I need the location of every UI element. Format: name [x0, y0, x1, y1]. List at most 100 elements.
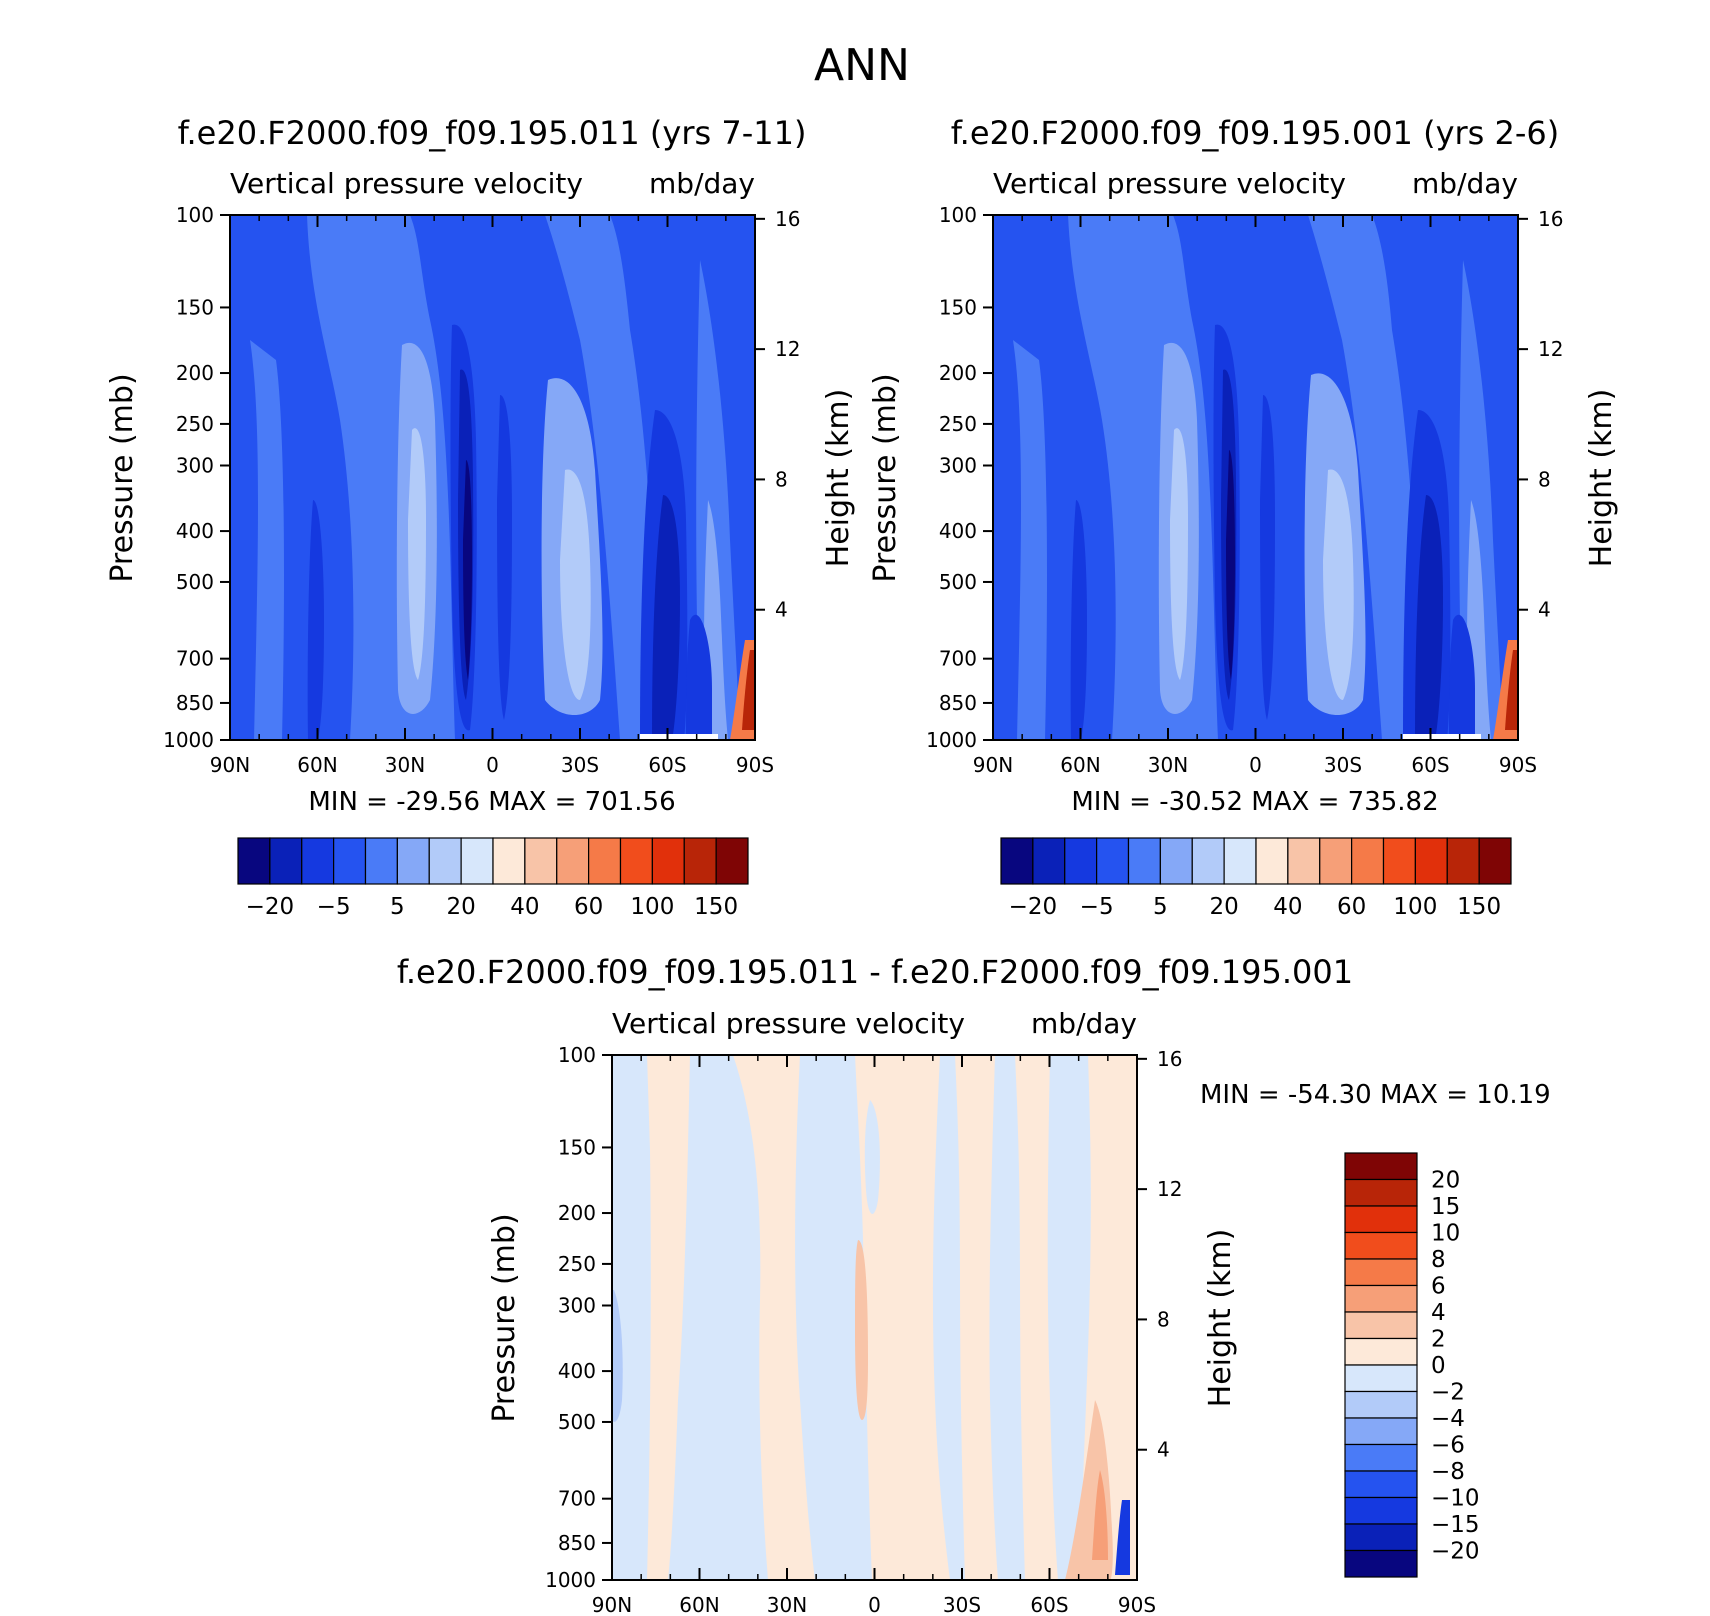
- colorbar-label: −4: [1431, 1406, 1465, 1432]
- colorbar-swatch: [619, 837, 653, 885]
- panel-difference-ylabel-right: Height (km): [1203, 1229, 1238, 1408]
- colorbar-swatch: [333, 837, 367, 885]
- colorbar-label: −2: [1431, 1380, 1465, 1406]
- field-region: [742, 650, 755, 730]
- panel-control-ylabel: Pressure (mb): [868, 373, 903, 582]
- colorbar-swatch: [364, 837, 398, 885]
- field-region: [1415, 495, 1443, 740]
- panel-case-units: mb/day: [649, 167, 755, 200]
- x-tick-label: 90S: [1499, 753, 1537, 777]
- x-tick-label: 30S: [561, 753, 599, 777]
- panel-control-units: mb/day: [1412, 167, 1518, 200]
- field-region: [560, 469, 591, 700]
- colorbar-label: 100: [1393, 894, 1437, 920]
- field-region: [1449, 614, 1475, 740]
- field-region: [1170, 428, 1188, 680]
- panel-case-colorbar: −20 −5 5 20 40 60 100 150: [237, 837, 749, 920]
- colorbar-swatch: [269, 837, 303, 885]
- field-region: [307, 500, 324, 740]
- missing-data-band: [640, 734, 718, 740]
- panel-case-height-ticks: 16 12 8 4: [755, 207, 800, 622]
- colorbar-label: −5: [317, 894, 351, 920]
- field-region: [497, 395, 512, 720]
- height-tick-label: 8: [775, 467, 788, 491]
- colorbar-label: 100: [630, 894, 674, 920]
- colorbar-swatch: [1446, 837, 1480, 885]
- x-tick-label: 0: [1249, 753, 1262, 777]
- y-tick-label: 150: [176, 295, 214, 319]
- y-tick-label: 400: [176, 519, 214, 543]
- colorbar-swatch: [460, 837, 494, 885]
- x-tick-label: 30S: [943, 1593, 981, 1616]
- panel-case-y-ticks: 100 150 200 250 300 400 500 700 850 1000: [163, 203, 230, 752]
- colorbar-swatch: [1478, 837, 1512, 885]
- y-tick-label: 200: [939, 361, 977, 385]
- field-region: [1308, 215, 1422, 740]
- field-region: [408, 428, 426, 680]
- y-tick-label: 250: [558, 1252, 596, 1276]
- x-tick-label: 90N: [210, 753, 250, 777]
- figure-title: ANN: [814, 40, 910, 91]
- colorbar-swatch: [1344, 1178, 1418, 1207]
- field-region: [1505, 650, 1518, 730]
- colorbar-swatch: [1344, 1337, 1418, 1366]
- colorbar-swatch: [524, 837, 558, 885]
- colorbar-label: 60: [1337, 894, 1366, 920]
- height-tick-label: 16: [775, 207, 800, 231]
- x-tick-label: 60S: [648, 753, 686, 777]
- x-tick-label: 30N: [385, 753, 425, 777]
- colorbar-swatch: [1344, 1390, 1418, 1419]
- x-tick-label: 0: [486, 753, 499, 777]
- colorbar-swatch: [1287, 837, 1321, 885]
- panel-control-y-ticks: 100 150 200 250 300 400 500 700 850 1000: [926, 203, 993, 752]
- y-tick-label: 500: [558, 1410, 596, 1434]
- y-tick-label: 1000: [926, 728, 977, 752]
- colorbar-swatch: [556, 837, 590, 885]
- colorbar-label: 15: [1431, 1194, 1460, 1220]
- y-tick-label: 150: [558, 1135, 596, 1159]
- y-tick-label: 850: [939, 691, 977, 715]
- field-region: [652, 495, 680, 740]
- field-region: [1323, 469, 1354, 700]
- y-tick-label: 400: [558, 1359, 596, 1383]
- colorbar-swatch: [683, 837, 717, 885]
- colorbar-swatch: [1382, 837, 1416, 885]
- y-tick-label: 250: [176, 412, 214, 436]
- colorbar-label: 150: [694, 894, 738, 920]
- colorbar-swatch: [1344, 1311, 1418, 1340]
- panel-control-height-ticks: 16 12 8 4: [1518, 207, 1563, 622]
- colorbar-label: 150: [1457, 894, 1501, 920]
- colorbar-swatch: [1344, 1443, 1418, 1472]
- field-region: [686, 614, 712, 740]
- colorbar-swatch: [1344, 1258, 1418, 1287]
- panel-case-ylabel: Pressure (mb): [105, 373, 140, 582]
- colorbar-swatch: [1000, 837, 1034, 885]
- colorbar-label: −10: [1431, 1486, 1480, 1512]
- field-region: [612, 1290, 623, 1422]
- x-tick-label: 30N: [1148, 753, 1188, 777]
- missing-data-band: [1403, 734, 1481, 740]
- x-tick-label: 60S: [1411, 753, 1449, 777]
- panel-case-subtitle: Vertical pressure velocity: [230, 167, 583, 200]
- y-tick-label: 1000: [545, 1568, 596, 1592]
- x-tick-label: 90N: [592, 1593, 632, 1616]
- y-tick-label: 150: [939, 295, 977, 319]
- x-tick-label: 90S: [1118, 1593, 1156, 1616]
- y-tick-label: 100: [939, 203, 977, 227]
- panel-difference-ylabel: Pressure (mb): [487, 1213, 522, 1422]
- panel-difference: f.e20.F2000.f09_f09.195.011 - f.e20.F200…: [397, 953, 1551, 1616]
- colorbar-swatch: [1127, 837, 1161, 885]
- y-tick-label: 400: [939, 519, 977, 543]
- colorbar-label: 10: [1431, 1221, 1460, 1247]
- height-tick-label: 12: [1538, 337, 1563, 361]
- field-region: [545, 215, 660, 740]
- colorbar-label: −5: [1080, 894, 1114, 920]
- colorbar-swatch: [1096, 837, 1130, 885]
- height-tick-label: 16: [1157, 1047, 1182, 1071]
- colorbar-label: 20: [446, 894, 475, 920]
- colorbar-swatch: [651, 837, 685, 885]
- colorbar-label: −20: [1431, 1539, 1480, 1565]
- panel-control-subtitle: Vertical pressure velocity: [993, 167, 1346, 200]
- panel-case-ylabel-right: Height (km): [821, 389, 856, 568]
